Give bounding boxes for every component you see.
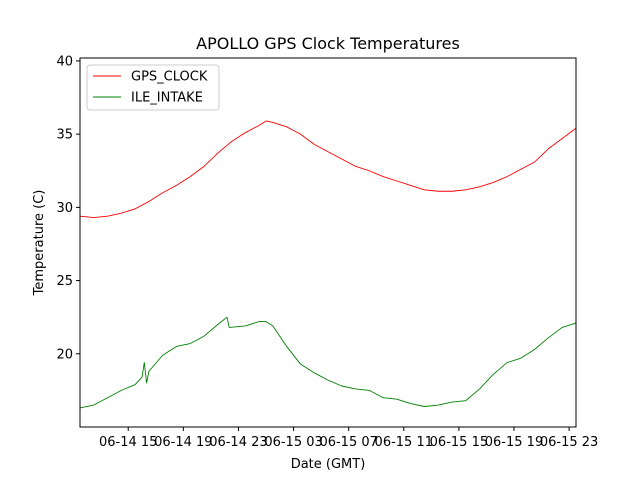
x-tick-label: 06-14 15 xyxy=(99,435,157,450)
y-axis-label: Temperature (C) xyxy=(32,190,47,297)
y-tick-label: 30 xyxy=(56,201,73,216)
x-tick-label: 06-15 23 xyxy=(540,435,598,450)
series-line-gps-clock xyxy=(79,120,577,219)
chart-title: APOLLO GPS Clock Temperatures xyxy=(196,34,460,53)
x-tick-label: 06-15 03 xyxy=(264,435,322,450)
legend: GPS_CLOCK ILE_INTAKE xyxy=(86,64,220,111)
x-axis-label: Date (GMT) xyxy=(291,457,366,472)
x-tick-label: 06-14 23 xyxy=(209,435,267,450)
y-tick-label: 35 xyxy=(56,128,73,143)
series-layer xyxy=(79,120,577,409)
y-tick-label: 20 xyxy=(56,347,73,362)
x-tick-label: 06-14 19 xyxy=(154,435,212,450)
x-tick-label: 06-15 19 xyxy=(485,435,543,450)
y-tick-label: 25 xyxy=(56,274,73,289)
y-axis-ticks: 20 25 30 35 40 xyxy=(56,54,80,362)
x-tick-label: 06-15 11 xyxy=(375,435,433,450)
legend-label-gps-clock: GPS_CLOCK xyxy=(131,70,208,85)
series-line-ile-intake xyxy=(79,316,577,409)
legend-label-ile-intake: ILE_INTAKE xyxy=(131,91,203,106)
x-tick-label: 06-15 07 xyxy=(319,435,377,450)
plot-frame xyxy=(79,57,577,428)
y-tick-label: 40 xyxy=(56,54,73,69)
x-tick-label: 06-15 15 xyxy=(430,435,488,450)
